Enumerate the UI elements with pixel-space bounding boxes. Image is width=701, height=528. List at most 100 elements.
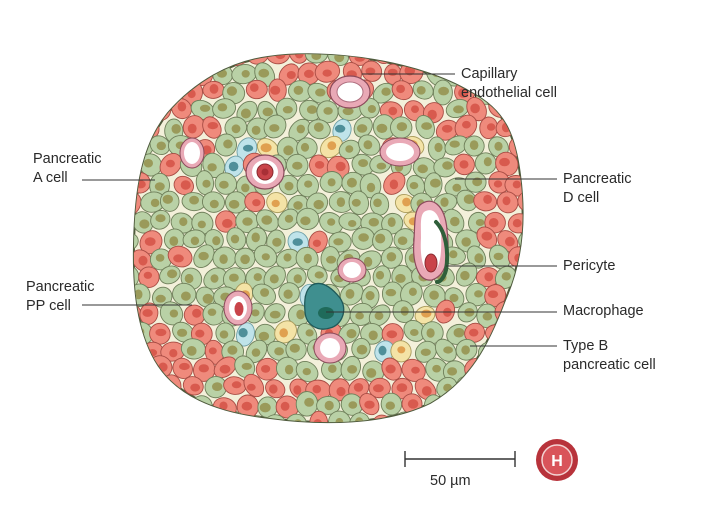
cell-nucleus bbox=[395, 273, 406, 283]
cell-nucleus bbox=[501, 272, 511, 281]
b-cell bbox=[236, 433, 256, 455]
cell-nucleus bbox=[364, 400, 375, 409]
a-cell bbox=[495, 375, 520, 399]
cell-nucleus bbox=[133, 68, 141, 78]
b-cell bbox=[519, 376, 523, 399]
cell-nucleus bbox=[260, 143, 272, 153]
a-cell bbox=[173, 63, 196, 85]
cell-nucleus bbox=[253, 273, 262, 282]
cell-nucleus bbox=[269, 124, 280, 132]
cell-nucleus bbox=[453, 327, 465, 338]
cell-nucleus bbox=[144, 237, 156, 246]
cell-nucleus bbox=[146, 54, 156, 60]
b-cell bbox=[445, 393, 467, 420]
cell-nucleus bbox=[169, 349, 178, 358]
cell-nucleus bbox=[289, 343, 300, 353]
cell-nucleus bbox=[212, 382, 223, 391]
cell-nucleus bbox=[354, 417, 364, 423]
cell-nucleus bbox=[329, 437, 337, 446]
b-cell bbox=[133, 393, 152, 415]
cell-nucleus bbox=[333, 238, 344, 246]
cell-nucleus bbox=[219, 254, 228, 264]
cell-nucleus bbox=[259, 402, 271, 413]
cell-nucleus bbox=[303, 253, 312, 264]
cell-nucleus bbox=[481, 231, 493, 241]
cell-nucleus bbox=[512, 219, 522, 228]
cell-nucleus bbox=[137, 398, 147, 409]
cell-nucleus bbox=[418, 54, 427, 61]
cell-nucleus bbox=[284, 181, 294, 191]
cell-nucleus bbox=[363, 256, 373, 267]
cell-nucleus bbox=[387, 217, 396, 228]
cell-nucleus bbox=[447, 367, 458, 376]
cell-nucleus bbox=[469, 328, 479, 337]
a-cell bbox=[520, 304, 523, 327]
cell-nucleus bbox=[143, 89, 154, 97]
cell-nucleus bbox=[368, 217, 379, 227]
cell-nucleus bbox=[512, 109, 522, 117]
b-cell bbox=[525, 280, 556, 311]
cell-nucleus bbox=[411, 105, 419, 113]
cell-nucleus bbox=[538, 179, 548, 187]
cell-nucleus bbox=[283, 145, 294, 156]
cell-nucleus bbox=[314, 271, 324, 279]
a-cell bbox=[503, 427, 529, 453]
cell-nucleus bbox=[315, 88, 326, 97]
cell-nucleus bbox=[279, 328, 289, 338]
cell-nucleus bbox=[469, 140, 479, 151]
cell-nucleus bbox=[482, 420, 492, 423]
cell-nucleus bbox=[387, 68, 398, 76]
cell-nucleus bbox=[494, 141, 503, 151]
cell-nucleus bbox=[217, 103, 228, 112]
cell-nucleus bbox=[144, 126, 155, 137]
cell-nucleus bbox=[168, 54, 178, 56]
cell-nucleus bbox=[522, 346, 523, 355]
cell-nucleus bbox=[137, 437, 147, 446]
cell-nucleus bbox=[484, 272, 494, 282]
cell-nucleus bbox=[470, 103, 480, 114]
cell-nucleus bbox=[484, 385, 493, 394]
a-cell bbox=[517, 190, 523, 213]
cell-nucleus bbox=[351, 198, 361, 207]
cell-nucleus bbox=[157, 402, 166, 411]
cell-nucleus bbox=[238, 328, 248, 338]
label-type-b-cell: Type B pancreatic cell bbox=[563, 337, 656, 375]
a-cell bbox=[200, 54, 226, 65]
cell-nucleus bbox=[349, 438, 357, 448]
cell-nucleus bbox=[442, 161, 453, 170]
cell-nucleus bbox=[143, 158, 153, 168]
cell-nucleus bbox=[366, 368, 377, 378]
label-pancreatic-d-cell: Pancreatic D cell bbox=[563, 170, 632, 208]
cell-nucleus bbox=[262, 107, 274, 117]
cell-nucleus bbox=[228, 199, 240, 209]
cell-nucleus bbox=[230, 234, 240, 244]
cell-nucleus bbox=[302, 368, 311, 376]
cell-nucleus bbox=[186, 420, 196, 423]
cell-nucleus bbox=[231, 381, 242, 389]
cell-nucleus bbox=[165, 159, 175, 168]
cell-nucleus bbox=[179, 70, 189, 78]
cell-nucleus bbox=[212, 236, 221, 246]
cell-nucleus bbox=[484, 54, 495, 62]
cell-nucleus bbox=[300, 142, 310, 152]
cell-nucleus bbox=[385, 364, 396, 374]
label-line: D cell bbox=[563, 190, 600, 206]
cell-nucleus bbox=[335, 417, 344, 423]
cell-nucleus bbox=[449, 140, 460, 148]
cell-nucleus bbox=[133, 163, 140, 171]
cell-nucleus bbox=[448, 439, 458, 447]
cell-nucleus bbox=[450, 216, 460, 227]
cell-nucleus bbox=[286, 71, 296, 79]
b-cell bbox=[496, 54, 519, 65]
cell-nucleus bbox=[376, 162, 387, 170]
cell-nucleus bbox=[222, 218, 233, 228]
cell-nucleus bbox=[533, 219, 543, 228]
cell-nucleus bbox=[227, 345, 238, 355]
cell-nucleus bbox=[353, 383, 364, 392]
cell-nucleus bbox=[156, 141, 166, 151]
cell-nucleus bbox=[292, 161, 303, 170]
cell-nucleus bbox=[155, 294, 166, 303]
cell-nucleus bbox=[441, 124, 453, 133]
cell-nucleus bbox=[261, 253, 270, 261]
cell-nucleus bbox=[323, 107, 333, 115]
